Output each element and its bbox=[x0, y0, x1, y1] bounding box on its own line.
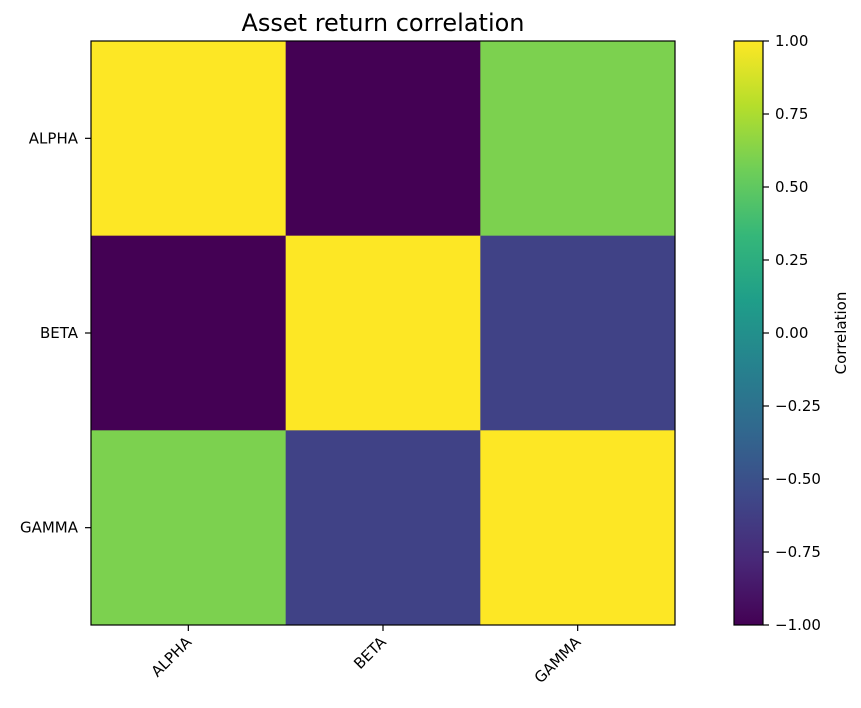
colorbar-axis: 1.00 0.75 0.50 0.25 0.00 −0.25 −0.50 −0.75 −1.00 bbox=[763, 32, 821, 634]
heatmap-cell-gamma-alpha bbox=[91, 430, 287, 626]
colorbar-tick-label: −0.50 bbox=[775, 470, 821, 488]
colorbar-tick-label: −1.00 bbox=[775, 616, 821, 634]
colorbar bbox=[734, 41, 763, 625]
y-axis: ALPHA BETA GAMMA bbox=[20, 129, 91, 537]
x-tick-label: ALPHA bbox=[148, 633, 196, 681]
colorbar-tick-label: −0.25 bbox=[775, 397, 821, 415]
heatmap-cell-beta-beta bbox=[285, 235, 481, 431]
x-tick-label: GAMMA bbox=[531, 633, 585, 687]
chart-title: Asset return correlation bbox=[241, 9, 524, 37]
y-tick-label: BETA bbox=[40, 324, 79, 342]
colorbar-tick-label: 0.75 bbox=[775, 105, 808, 123]
colorbar-tick-label: −0.75 bbox=[775, 543, 821, 561]
y-tick-label: ALPHA bbox=[29, 129, 79, 147]
x-tick-label: BETA bbox=[350, 633, 390, 673]
x-axis: ALPHA BETA GAMMA bbox=[148, 625, 585, 687]
heatmap-cell-beta-alpha bbox=[91, 235, 287, 431]
heatmap-cell-alpha-gamma bbox=[480, 41, 676, 237]
colorbar-tick-label: 0.25 bbox=[775, 251, 808, 269]
colorbar-tick-label: 1.00 bbox=[775, 32, 808, 50]
heatmap-cell-beta-gamma bbox=[480, 235, 676, 431]
colorbar-tick-label: 0.00 bbox=[775, 324, 808, 342]
colorbar-tick-label: 0.50 bbox=[775, 178, 808, 196]
colorbar-label: Correlation bbox=[832, 292, 850, 375]
heatmap-cell-gamma-beta bbox=[285, 430, 481, 626]
heatmap-cells bbox=[91, 41, 676, 626]
y-tick-label: GAMMA bbox=[20, 519, 79, 537]
heatmap-cell-alpha-beta bbox=[285, 41, 481, 237]
heatmap-cell-alpha-alpha bbox=[91, 41, 287, 237]
heatmap-cell-gamma-gamma bbox=[480, 430, 676, 626]
